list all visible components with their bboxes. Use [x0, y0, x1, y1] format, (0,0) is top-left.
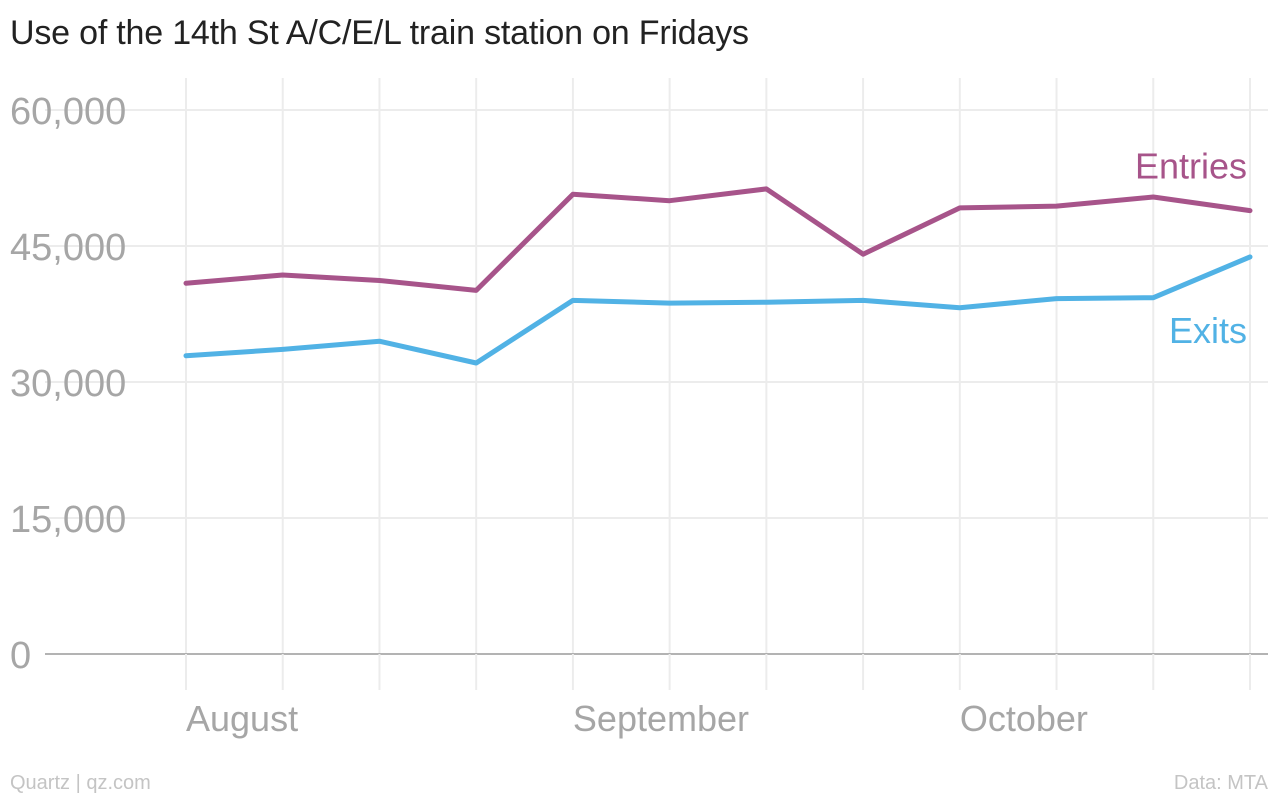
series-labels: Entries Exits [1135, 146, 1247, 351]
series-label-exits: Exits [1169, 310, 1247, 351]
x-tick-label-0: August [186, 698, 298, 739]
series-label-entries: Entries [1135, 146, 1247, 187]
x-axis-labels: August September October [186, 698, 1088, 739]
horizontal-gridlines [45, 109, 1268, 655]
series-lines [183, 186, 1253, 366]
source-text: Data: MTA [1173, 772, 1268, 794]
series-line-entries [183, 186, 1253, 293]
x-axis-ticks [185, 654, 1251, 690]
x-tick-label-2: October [960, 698, 1088, 739]
series-line-exits [183, 254, 1253, 366]
y-tick-label-3: 45,000 [10, 227, 126, 269]
y-tick-label-0: 0 [10, 635, 31, 677]
x-tick-label-1: September [573, 698, 749, 739]
y-axis-labels: 0 15,000 30,000 45,000 60,000 [10, 91, 126, 677]
y-tick-label-4: 60,000 [10, 91, 126, 133]
y-tick-label-1: 15,000 [10, 499, 126, 541]
vertical-gridlines [185, 78, 1251, 654]
credit-text: Quartz | qz.com [10, 772, 151, 794]
chart-title: Use of the 14th St A/C/E/L train station… [10, 14, 749, 52]
y-tick-label-2: 30,000 [10, 363, 126, 405]
